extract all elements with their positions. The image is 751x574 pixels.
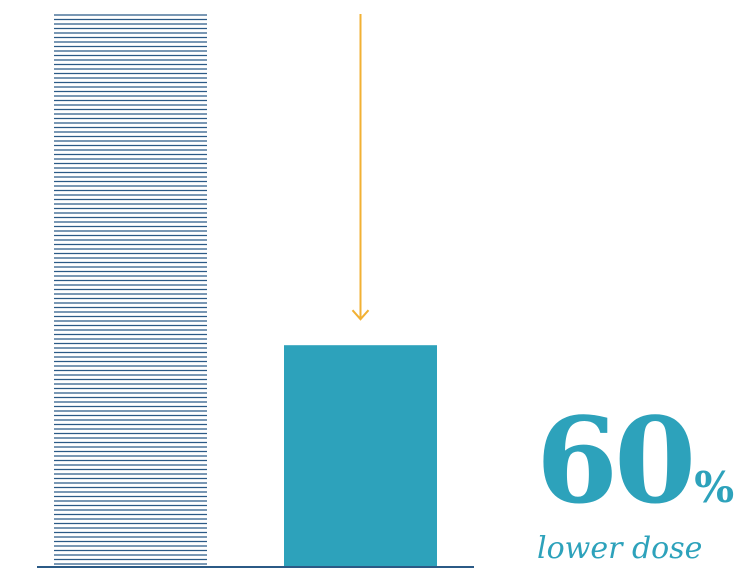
- reduction-number: 60: [536, 391, 696, 530]
- reduction-percentage: 60%: [536, 402, 734, 520]
- reduction-caption: lower dose: [537, 531, 703, 566]
- bar-reduced: [284, 345, 437, 566]
- percent-sign: %: [694, 463, 735, 512]
- bars-group: [54, 14, 437, 566]
- bar-baseline: [54, 14, 207, 565]
- reduction-arrow: [351, 14, 370, 321]
- arrow-head-icon: [351, 309, 370, 321]
